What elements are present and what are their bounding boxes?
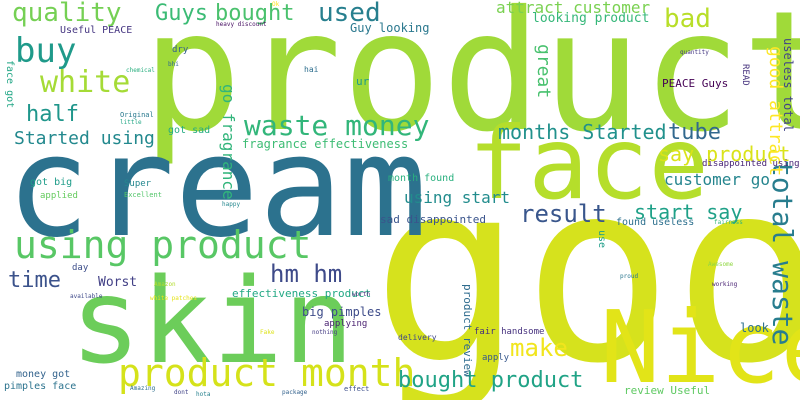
word-make: make — [510, 334, 568, 362]
word-used: used — [318, 0, 381, 28]
word-applied: applied — [40, 191, 78, 201]
word-good: good — [372, 127, 800, 400]
word-nice: Nice — [600, 289, 800, 400]
word-bought: bought — [215, 1, 295, 26]
word-good-attract: good attract — [765, 46, 786, 177]
word-package: package — [282, 389, 308, 396]
word-white-patches: white patches — [150, 295, 197, 302]
word-useless-total: Guy looking — [350, 21, 430, 35]
word-product: product — [142, 0, 800, 169]
word-months-started: months Started — [498, 120, 667, 144]
word-guys: Guys — [155, 1, 208, 26]
word-worth: worth — [352, 291, 371, 298]
word-chemical: chemical — [126, 67, 155, 74]
word-pimples-face: pimples face — [4, 381, 77, 392]
word-total-waste: total waste — [766, 160, 799, 346]
word-proud: proud — [620, 273, 639, 280]
word-worst: Worst — [98, 275, 138, 290]
word-dry: dry — [172, 45, 189, 55]
word-half: half — [26, 102, 79, 127]
word-cream: cream — [6, 106, 428, 269]
word-ur: ur — [356, 75, 370, 88]
word-month-found: month found — [388, 173, 455, 184]
word-found-useless: found useless — [616, 217, 695, 228]
word-read: READ — [740, 64, 750, 86]
word-useful-peace: Useful PEACE — [60, 25, 133, 36]
word-big-pimples: big pimples — [302, 305, 382, 319]
word-applying: applying — [324, 319, 368, 329]
word-nothing: nothing — [312, 329, 338, 336]
word-heavy-discount: heavy discount — [216, 21, 267, 28]
word-bhi: bhi — [168, 61, 179, 68]
word-excellent: Excellent — [124, 191, 162, 199]
word-happy: happy — [222, 201, 241, 208]
word-awesome: Awesome — [708, 261, 734, 268]
word-face: face — [468, 105, 709, 222]
word-fragrance-effectiveness: fragrance effectiveness — [242, 137, 409, 151]
word-skin: skin — [70, 252, 355, 390]
word-delivery: delivery — [398, 333, 437, 342]
word-amazing: Amazing — [130, 385, 156, 392]
word-ok: Ok — [272, 1, 280, 8]
word-product-month: product month — [118, 351, 416, 395]
word-quantity: quantity — [680, 49, 709, 56]
word-fake: Fake — [260, 329, 275, 336]
word-working: working — [712, 281, 738, 288]
word-peace-guys: disappointed using — [702, 159, 800, 169]
word-dont: dont — [174, 389, 189, 396]
word-got-sad: got sad — [168, 125, 211, 136]
word-hai: hai — [304, 65, 319, 74]
word-use: use — [596, 230, 607, 249]
word-got-big: got big — [30, 177, 73, 188]
word-result: result — [520, 200, 607, 228]
word-using-product: using product — [14, 223, 312, 267]
word-buy: buy — [15, 31, 77, 71]
word-look: look — [740, 321, 769, 335]
word-looking-product: looking product — [532, 11, 650, 26]
word-white: white — [40, 65, 131, 100]
word-review-useful: review Useful — [624, 384, 711, 397]
word-sad-disappointed: sad disappointed — [380, 213, 486, 226]
word-product-review: product review — [461, 284, 474, 377]
word-time: time — [8, 268, 61, 293]
word-fair-handsome: fair handsome — [474, 327, 545, 337]
word-available: available — [70, 293, 103, 300]
word-guy-looking: PEACE Guys — [662, 77, 729, 90]
word-day: day — [72, 263, 89, 273]
word-apply: apply — [482, 353, 510, 363]
word-bought-product: bought product — [398, 368, 584, 393]
word-effect: effect — [344, 385, 370, 393]
word-using-start: using start — [404, 188, 510, 207]
word-face-got: face got — [4, 60, 15, 109]
word-hm-hm: hm hm — [270, 260, 343, 288]
word-effectiveness-product: effectiveness product — [232, 287, 372, 300]
word-original: Original — [120, 111, 154, 119]
word-super: Super — [124, 179, 152, 189]
word-great: great — [533, 44, 554, 99]
word-say-product: say product — [658, 142, 791, 166]
word-customer-go: customer go — [664, 170, 770, 189]
word-attract-customer: attract customer — [496, 0, 651, 17]
word-start-say: start say — [634, 200, 743, 224]
word-money-got: money got — [16, 369, 71, 380]
word-disappointed-using: useless total — [781, 38, 795, 132]
word-little: little — [120, 119, 142, 126]
word-tube: tube — [668, 120, 721, 145]
word-bad: bad — [664, 4, 711, 34]
word-amazon: Amazon — [154, 281, 176, 288]
word-quality: quality — [12, 0, 122, 28]
word-started-using: Started using — [14, 128, 155, 149]
word-fairness: fairness — [714, 219, 743, 226]
word-waste-money: waste money — [244, 109, 430, 142]
word-go-fragrance: go fragrance — [219, 84, 238, 200]
word-hota: hota — [196, 391, 211, 398]
